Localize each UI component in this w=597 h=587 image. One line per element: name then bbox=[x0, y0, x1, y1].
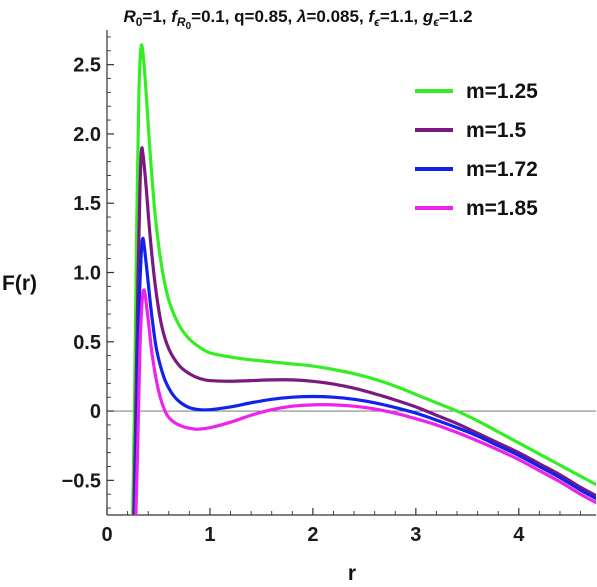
title-part: ϵ bbox=[433, 15, 439, 29]
y-tick-label: −0.5 bbox=[62, 470, 101, 492]
title-part: =0.1, q=0.85, bbox=[191, 7, 297, 26]
y-axis: −0.5 0 0.5 1.0 1.5 2.0 2.5 bbox=[62, 36, 114, 509]
y-tick-label: 0.5 bbox=[73, 332, 101, 354]
series-line-4 bbox=[134, 288, 596, 515]
title-part: =1.2 bbox=[439, 7, 473, 26]
x-axis: 0 1 2 3 4 bbox=[101, 508, 582, 546]
y-tick-label: 2.0 bbox=[73, 124, 101, 146]
title-part: λ bbox=[296, 7, 306, 26]
y-axis-label: F(r) bbox=[2, 272, 37, 295]
y-tick-label: 1.0 bbox=[73, 263, 101, 285]
legend: m=1.25 m=1.5 m=1.72 m=1.85 bbox=[415, 80, 538, 220]
series-line-3 bbox=[133, 236, 596, 515]
x-tick-label: 1 bbox=[204, 524, 215, 546]
series-line-2 bbox=[132, 146, 596, 515]
title-part: =1, bbox=[142, 7, 171, 26]
y-tick-label: 0 bbox=[90, 401, 101, 423]
title-part: f bbox=[368, 7, 376, 26]
legend-label: m=1.25 bbox=[466, 80, 538, 103]
title-part: =0.085, bbox=[306, 7, 368, 26]
x-tick-label: 4 bbox=[513, 524, 525, 546]
title-part: 0 bbox=[186, 21, 192, 32]
title-part: =1.1, bbox=[380, 7, 423, 26]
y-tick-label: 1.5 bbox=[73, 193, 101, 215]
x-tick-label: 2 bbox=[307, 524, 318, 546]
title-part: R bbox=[177, 15, 186, 29]
title-part: g bbox=[422, 7, 434, 26]
series-layer bbox=[131, 43, 596, 515]
title-part: f bbox=[171, 7, 179, 26]
title-part: R bbox=[123, 7, 136, 26]
legend-label: m=1.85 bbox=[466, 197, 538, 220]
y-tick-label: 2.5 bbox=[73, 55, 101, 77]
x-tick-label: 3 bbox=[410, 524, 421, 546]
legend-label: m=1.5 bbox=[466, 119, 526, 142]
title-part: ϵ bbox=[374, 15, 380, 29]
x-tick-label: 0 bbox=[101, 524, 112, 546]
title-part: 0 bbox=[136, 15, 143, 29]
legend-label: m=1.72 bbox=[466, 158, 538, 181]
series-line-1 bbox=[131, 43, 596, 515]
x-axis-label: r bbox=[348, 562, 356, 585]
chart-title: R0=1, fR0=0.1, q=0.85, λ=0.085, fϵ=1.1, … bbox=[123, 7, 472, 32]
